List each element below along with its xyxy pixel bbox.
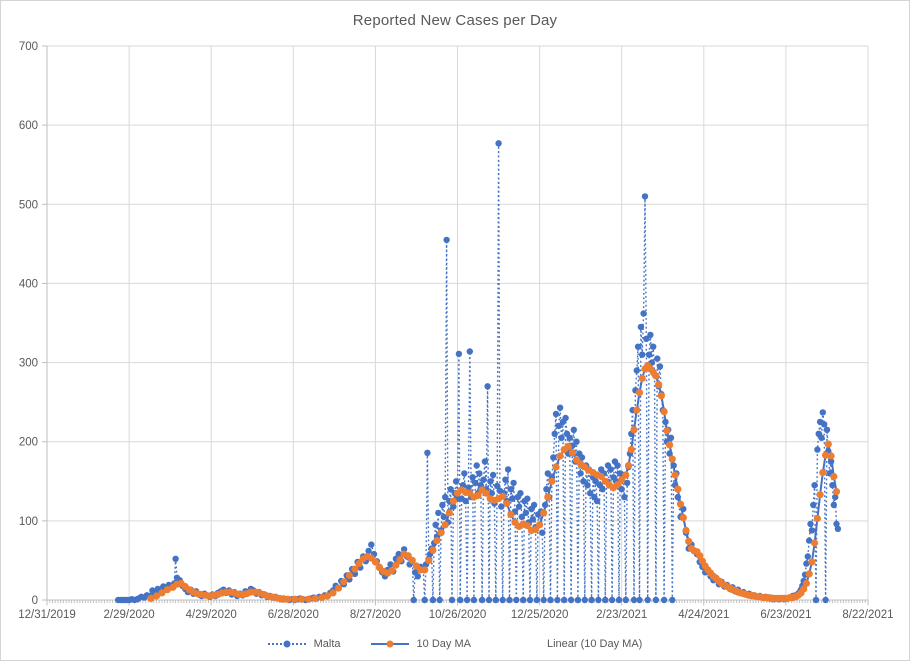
svg-text:700: 700 [19, 41, 38, 53]
svg-text:2/29/2020: 2/29/2020 [104, 609, 155, 621]
svg-text:10/26/2020: 10/26/2020 [429, 609, 487, 621]
svg-text:2/23/2021: 2/23/2021 [596, 609, 647, 621]
chart-title[interactable]: Reported New Cases per Day [352, 12, 558, 29]
x-axis-labels: 12/31/2019 2/29/2020 4/29/2020 6/28/2020 8/2… [18, 609, 893, 621]
svg-text:500: 500 [19, 199, 38, 211]
svg-text:600: 600 [19, 120, 38, 132]
legend-item-malta[interactable]: Malta [267, 638, 341, 650]
svg-text:6/28/2020: 6/28/2020 [268, 609, 319, 621]
dotted-line-swatch-icon [267, 640, 306, 648]
svg-text:200: 200 [19, 437, 38, 449]
legend-label-linear-trendline: Linear (10 Day MA) [546, 638, 643, 650]
svg-text:8/22/2021: 8/22/2021 [842, 609, 893, 621]
gridlines [47, 45, 869, 600]
svg-text:6/23/2021: 6/23/2021 [760, 609, 811, 621]
svg-text:4/24/2021: 4/24/2021 [678, 609, 729, 621]
svg-text:4/29/2020: 4/29/2020 [186, 609, 237, 621]
invisible-line-swatch-icon [501, 640, 539, 648]
svg-text:100: 100 [19, 516, 38, 528]
series-10-day-ma[interactable] [147, 362, 841, 603]
svg-text:12/31/2019: 12/31/2019 [18, 609, 76, 621]
legend-label-10-day-ma: 10 Day MA [416, 638, 471, 650]
legend-item-linear-trendline[interactable]: Linear (10 Day MA) [501, 638, 642, 650]
series-malta[interactable] [115, 140, 842, 604]
svg-text:8/27/2020: 8/27/2020 [350, 609, 401, 621]
svg-text:300: 300 [19, 358, 38, 370]
axes [42, 45, 869, 606]
svg-text:400: 400 [19, 278, 38, 290]
legend-item-10-day-ma[interactable]: 10 Day MA [370, 638, 471, 650]
svg-text:0: 0 [32, 595, 38, 607]
solid-line-swatch-icon [370, 640, 409, 648]
chart-legend: Malta 10 Day MA Linear (10 Day MA) [1, 638, 909, 650]
legend-label-malta: Malta [313, 638, 341, 650]
svg-text:12/25/2020: 12/25/2020 [511, 609, 569, 621]
y-axis-labels: 0 100 200 300 400 500 600 700 [19, 41, 38, 607]
